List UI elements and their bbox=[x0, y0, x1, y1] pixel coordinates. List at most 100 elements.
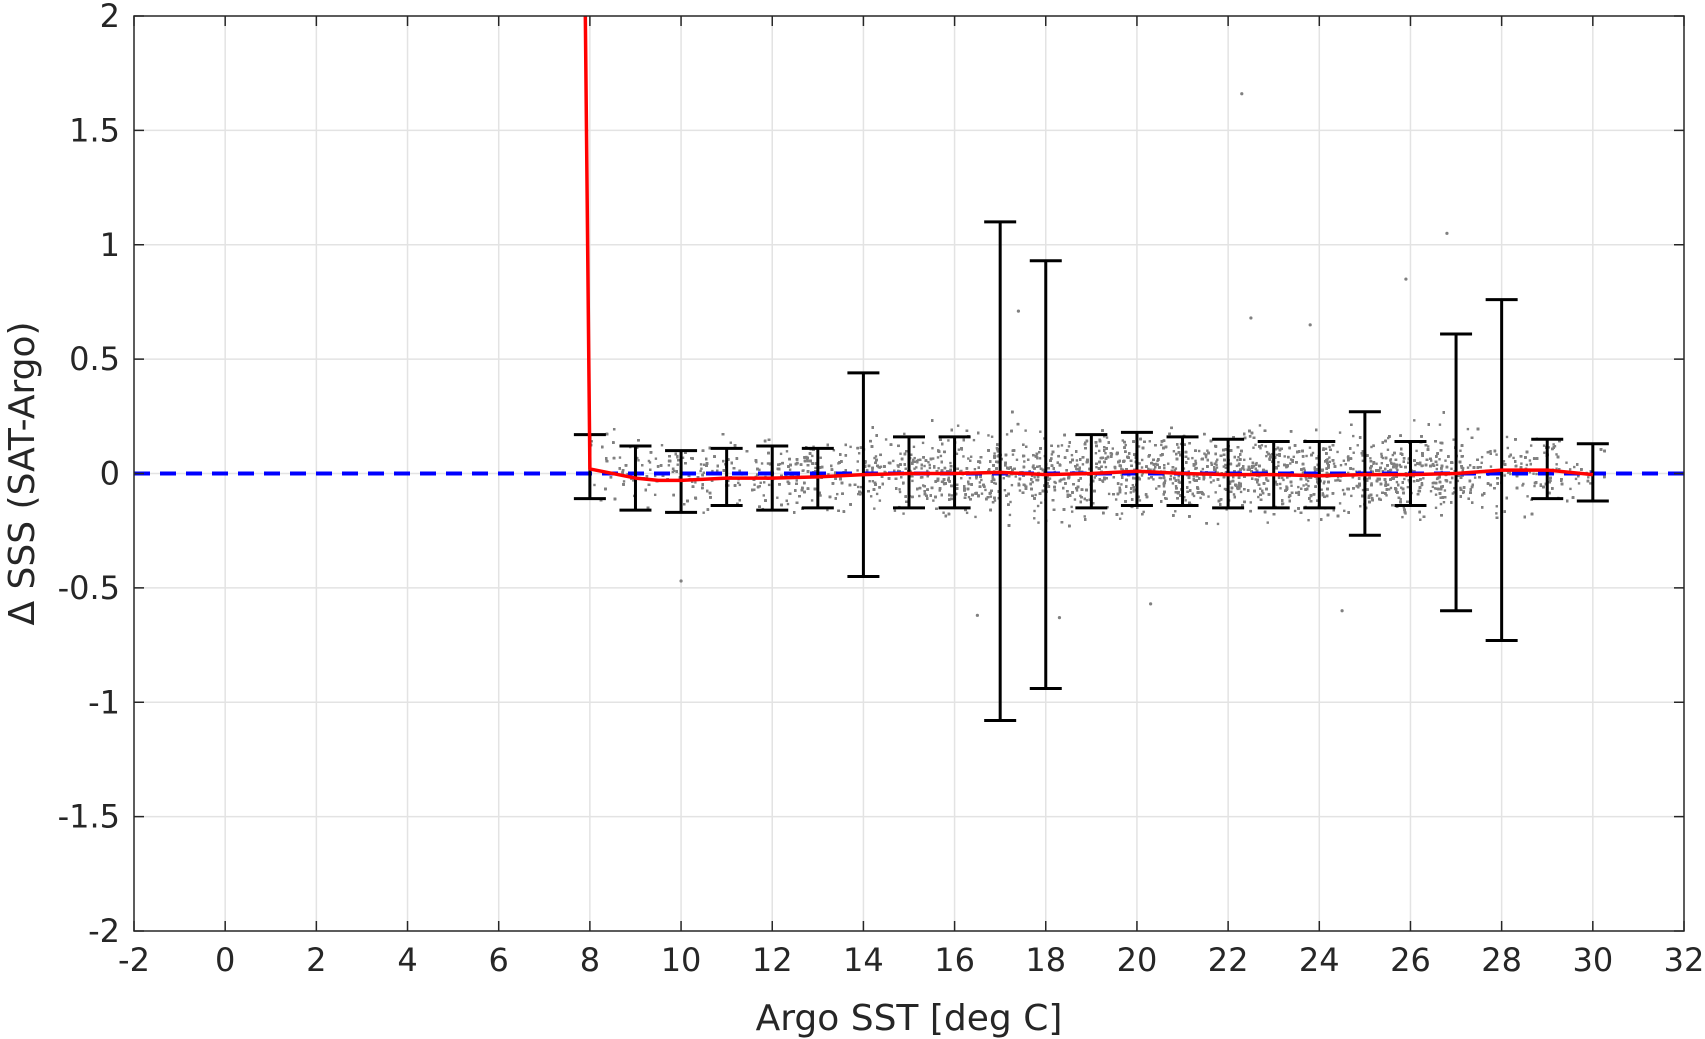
scatter-point bbox=[1270, 452, 1274, 456]
scatter-point bbox=[1216, 458, 1219, 461]
scatter-point bbox=[1328, 445, 1331, 449]
scatter-point bbox=[1391, 453, 1395, 457]
scatter-point bbox=[1362, 451, 1365, 454]
scatter-point bbox=[1228, 482, 1232, 485]
scatter-point bbox=[1242, 468, 1246, 471]
scatter-point bbox=[903, 432, 906, 436]
scatter-point bbox=[1163, 479, 1167, 482]
scatter-point bbox=[1200, 490, 1204, 494]
scatter-point bbox=[779, 452, 783, 456]
scatter-point bbox=[758, 485, 761, 488]
scatter-point bbox=[918, 494, 921, 498]
scatter-point bbox=[810, 499, 814, 502]
scatter-point bbox=[1435, 467, 1439, 471]
scatter-point bbox=[1215, 466, 1219, 469]
scatter-point bbox=[873, 507, 876, 510]
scatter-point bbox=[1589, 482, 1592, 485]
scatter-point bbox=[1009, 500, 1012, 504]
scatter-point bbox=[1431, 485, 1435, 489]
plot-area: -2 0 2 4 6 8 10 12 14 16 18 20 22 24 26 28 30 32-2-1.5-1-… bbox=[58, 0, 1705, 979]
scatter-point bbox=[763, 481, 766, 484]
scatter-point bbox=[1380, 452, 1383, 456]
scatter-point bbox=[1104, 465, 1108, 469]
scatter-point bbox=[931, 447, 934, 450]
scatter-point bbox=[935, 479, 939, 483]
scatter-point bbox=[884, 438, 888, 441]
scatter-point bbox=[1148, 440, 1151, 443]
scatter-point bbox=[832, 449, 836, 452]
scatter-point bbox=[676, 456, 679, 459]
scatter-point bbox=[1037, 521, 1040, 524]
scatter-point bbox=[1206, 449, 1209, 452]
scatter-point bbox=[909, 475, 912, 478]
scatter-point bbox=[1167, 462, 1170, 465]
scatter-point bbox=[1573, 465, 1576, 469]
scatter-point bbox=[1275, 453, 1279, 457]
scatter-point bbox=[1324, 447, 1328, 451]
scatter-point bbox=[1060, 444, 1064, 447]
scatter-point bbox=[1154, 462, 1158, 466]
scatter-point bbox=[1456, 479, 1460, 483]
scatter-point bbox=[1098, 438, 1101, 441]
scatter-point bbox=[1210, 461, 1213, 465]
scatter-point bbox=[1420, 481, 1424, 485]
scatter-point bbox=[1547, 446, 1550, 449]
scatter-point bbox=[965, 511, 969, 515]
scatter-point bbox=[819, 456, 822, 459]
scatter-point bbox=[1036, 457, 1039, 460]
scatter-point bbox=[1404, 512, 1407, 515]
scatter-point bbox=[1486, 451, 1489, 454]
scatter-point bbox=[1279, 482, 1282, 486]
scatter-point bbox=[1480, 461, 1483, 465]
scatter-point bbox=[1132, 485, 1135, 489]
scatter-point bbox=[1147, 477, 1150, 480]
scatter-point bbox=[1328, 456, 1331, 459]
scatter-point bbox=[1129, 491, 1132, 494]
scatter-point bbox=[1035, 478, 1038, 482]
scatter-point bbox=[1352, 467, 1355, 471]
scatter-point bbox=[1543, 451, 1546, 454]
scatter-point bbox=[1014, 475, 1017, 478]
scatter-point bbox=[899, 452, 902, 455]
scatter-point bbox=[849, 445, 852, 449]
scatter-point bbox=[1433, 487, 1437, 490]
scatter-point bbox=[1212, 479, 1215, 482]
scatter-point bbox=[1429, 459, 1433, 462]
scatter-point bbox=[1350, 494, 1353, 498]
scatter-point bbox=[1158, 476, 1161, 480]
scatter-point bbox=[1568, 468, 1572, 471]
scatter-point bbox=[637, 459, 640, 462]
scatter-point bbox=[753, 483, 756, 486]
scatter-point bbox=[1415, 449, 1418, 453]
scatter-point bbox=[819, 494, 822, 497]
scatter-point bbox=[1389, 459, 1392, 462]
scatter-point bbox=[897, 465, 900, 468]
scatter-point bbox=[1224, 466, 1227, 469]
scatter-point bbox=[1174, 485, 1178, 488]
scatter-point bbox=[1375, 462, 1378, 465]
scatter-point bbox=[994, 482, 998, 485]
scatter-point bbox=[1010, 483, 1014, 487]
scatter-point bbox=[1237, 456, 1240, 459]
scatter-point bbox=[1078, 469, 1081, 472]
scatter-point bbox=[1356, 444, 1359, 447]
scatter-point bbox=[1453, 486, 1456, 490]
scatter-point bbox=[1287, 495, 1291, 499]
scatter-point bbox=[737, 481, 740, 485]
scatter-point bbox=[1522, 482, 1525, 486]
scatter-point bbox=[1555, 463, 1558, 466]
scatter-point bbox=[805, 455, 808, 459]
scatter-point bbox=[1033, 509, 1036, 513]
scatter-point bbox=[926, 469, 929, 473]
scatter-point bbox=[1257, 495, 1260, 499]
scatter-point bbox=[1459, 486, 1462, 490]
scatter-point bbox=[857, 452, 861, 455]
scatter-point bbox=[1081, 463, 1085, 466]
scatter-point bbox=[1381, 456, 1385, 460]
scatter-point bbox=[931, 457, 935, 460]
scatter-point bbox=[1095, 465, 1098, 469]
scatter-point bbox=[1443, 489, 1447, 492]
scatter-point bbox=[896, 464, 899, 467]
scatter-point bbox=[836, 492, 839, 496]
scatter-point bbox=[727, 484, 730, 487]
